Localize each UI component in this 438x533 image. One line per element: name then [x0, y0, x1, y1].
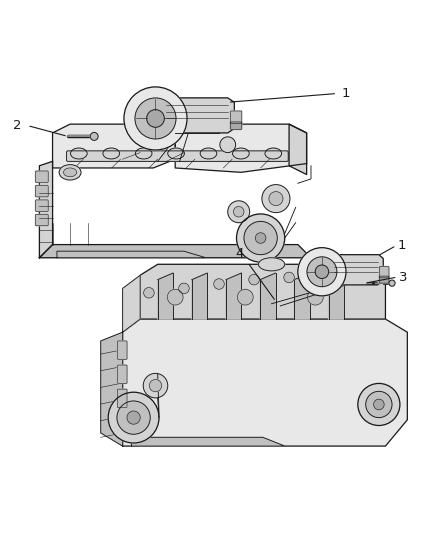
Polygon shape [39, 161, 53, 258]
Circle shape [147, 110, 164, 127]
Text: 3: 3 [399, 271, 407, 284]
FancyBboxPatch shape [35, 200, 48, 211]
Circle shape [244, 221, 277, 255]
Circle shape [262, 184, 290, 213]
Ellipse shape [103, 148, 120, 159]
Circle shape [358, 383, 400, 425]
Circle shape [298, 248, 346, 296]
Ellipse shape [135, 148, 152, 159]
Circle shape [233, 206, 244, 217]
Ellipse shape [168, 148, 184, 159]
FancyBboxPatch shape [117, 365, 127, 383]
Ellipse shape [200, 148, 217, 159]
Text: 2: 2 [13, 119, 21, 132]
FancyBboxPatch shape [67, 151, 288, 161]
Ellipse shape [258, 258, 285, 271]
Ellipse shape [71, 148, 87, 159]
Polygon shape [123, 319, 407, 446]
Polygon shape [260, 273, 276, 319]
Circle shape [255, 233, 266, 243]
Circle shape [144, 287, 154, 298]
Circle shape [307, 289, 323, 305]
Circle shape [149, 379, 162, 392]
Polygon shape [39, 245, 307, 258]
Polygon shape [175, 124, 307, 172]
Circle shape [228, 201, 250, 223]
FancyBboxPatch shape [379, 276, 389, 283]
Circle shape [284, 272, 294, 282]
Ellipse shape [64, 168, 77, 177]
Circle shape [354, 271, 364, 282]
Circle shape [315, 265, 328, 279]
Circle shape [249, 274, 259, 285]
Polygon shape [226, 273, 241, 319]
Polygon shape [140, 264, 385, 319]
Circle shape [124, 87, 187, 150]
Polygon shape [53, 124, 175, 168]
FancyBboxPatch shape [117, 341, 127, 359]
Ellipse shape [59, 165, 81, 180]
Circle shape [117, 401, 150, 434]
Text: 4: 4 [236, 247, 244, 260]
Circle shape [214, 279, 224, 289]
Polygon shape [101, 332, 123, 446]
Polygon shape [158, 273, 173, 319]
FancyBboxPatch shape [230, 122, 242, 130]
Circle shape [319, 270, 329, 280]
Polygon shape [123, 275, 140, 332]
FancyBboxPatch shape [230, 111, 242, 124]
FancyBboxPatch shape [35, 214, 48, 226]
Circle shape [220, 137, 236, 152]
Circle shape [237, 214, 285, 262]
Polygon shape [289, 124, 307, 174]
Polygon shape [131, 437, 285, 446]
Polygon shape [160, 98, 234, 133]
FancyBboxPatch shape [379, 266, 389, 278]
Circle shape [307, 257, 337, 287]
Text: 1: 1 [398, 239, 406, 252]
Polygon shape [326, 255, 383, 285]
FancyBboxPatch shape [35, 171, 48, 182]
Ellipse shape [233, 148, 249, 159]
Circle shape [179, 283, 189, 294]
Polygon shape [328, 273, 344, 319]
Circle shape [374, 399, 384, 410]
Circle shape [108, 392, 159, 443]
Circle shape [269, 191, 283, 206]
Polygon shape [57, 251, 206, 258]
Circle shape [167, 289, 183, 305]
Text: 1: 1 [342, 87, 350, 100]
Polygon shape [294, 273, 310, 319]
Circle shape [135, 98, 176, 139]
FancyBboxPatch shape [35, 185, 48, 197]
Circle shape [366, 391, 392, 418]
Circle shape [389, 280, 395, 286]
Circle shape [237, 289, 253, 305]
Circle shape [90, 133, 98, 140]
Polygon shape [192, 273, 207, 319]
Circle shape [143, 374, 168, 398]
FancyBboxPatch shape [117, 389, 127, 408]
Ellipse shape [265, 148, 282, 159]
Circle shape [127, 411, 140, 424]
